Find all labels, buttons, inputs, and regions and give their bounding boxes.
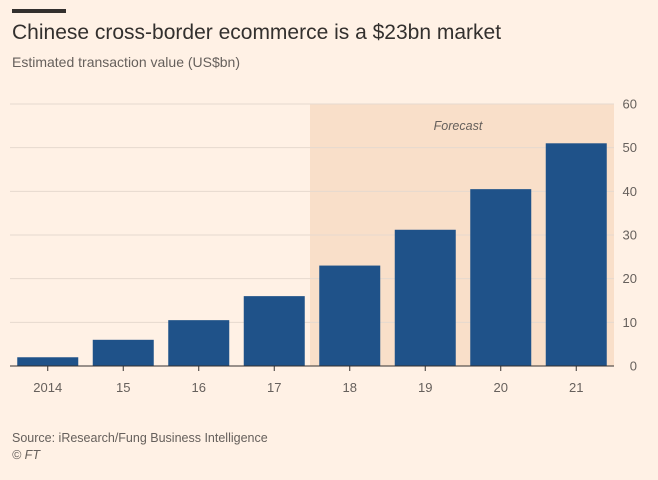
bar: [92, 339, 154, 366]
y-tick-label: 20: [623, 271, 637, 286]
chart-subtitle: Estimated transaction value (US$bn): [12, 54, 240, 70]
bar: [394, 229, 456, 366]
header-rule: [12, 9, 66, 13]
bar: [545, 143, 607, 366]
y-tick-label: 60: [623, 97, 637, 112]
x-tick-label: 21: [569, 380, 583, 395]
x-tick-label: 19: [418, 380, 432, 395]
copyright-note: © FT: [12, 448, 40, 462]
forecast-label: Forecast: [434, 119, 483, 133]
y-tick-label: 40: [623, 184, 637, 199]
source-note: Source: iResearch/Fung Business Intellig…: [12, 431, 268, 445]
x-tick-label: 2014: [33, 380, 62, 395]
x-tick-label: 15: [116, 380, 130, 395]
bar: [168, 320, 230, 366]
y-tick-label: 30: [623, 228, 637, 243]
bar: [470, 189, 532, 366]
y-tick-label: 50: [623, 140, 637, 155]
x-tick-label: 17: [267, 380, 281, 395]
x-tick-label: 20: [494, 380, 508, 395]
x-tick-label: 16: [192, 380, 206, 395]
bar: [319, 265, 381, 366]
chart-title: Chinese cross-border ecommerce is a $23b…: [12, 21, 502, 44]
bar: [17, 357, 79, 366]
y-tick-label: 0: [630, 359, 637, 374]
x-tick-label: 18: [343, 380, 357, 395]
bar: [243, 296, 305, 366]
y-tick-label: 10: [623, 315, 637, 330]
